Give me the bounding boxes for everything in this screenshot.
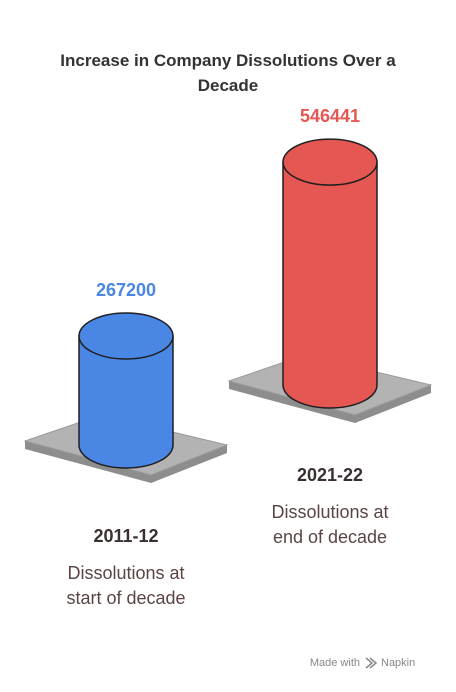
bar-top <box>282 138 378 186</box>
chart-title: Increase in Company Dissolutions Over a … <box>60 51 396 95</box>
description: Dissolutions at <box>271 502 388 522</box>
bar-top <box>78 312 174 360</box>
footer-brand: Napkin <box>381 657 415 669</box>
platform-side <box>229 381 431 423</box>
bar <box>78 335 174 469</box>
description: Dissolutions at <box>67 563 184 583</box>
value-label: 546441 <box>300 106 360 126</box>
value-label: 267200 <box>96 280 156 300</box>
bar <box>282 161 378 409</box>
description: start of decade <box>66 588 185 608</box>
description: end of decade <box>273 527 387 547</box>
footer-prefix: Made with <box>310 657 360 669</box>
category-label: 2011-12 <box>93 526 158 546</box>
platform-side <box>25 441 227 483</box>
footer-icon <box>365 657 378 669</box>
category-label: 2021-22 <box>297 465 363 485</box>
